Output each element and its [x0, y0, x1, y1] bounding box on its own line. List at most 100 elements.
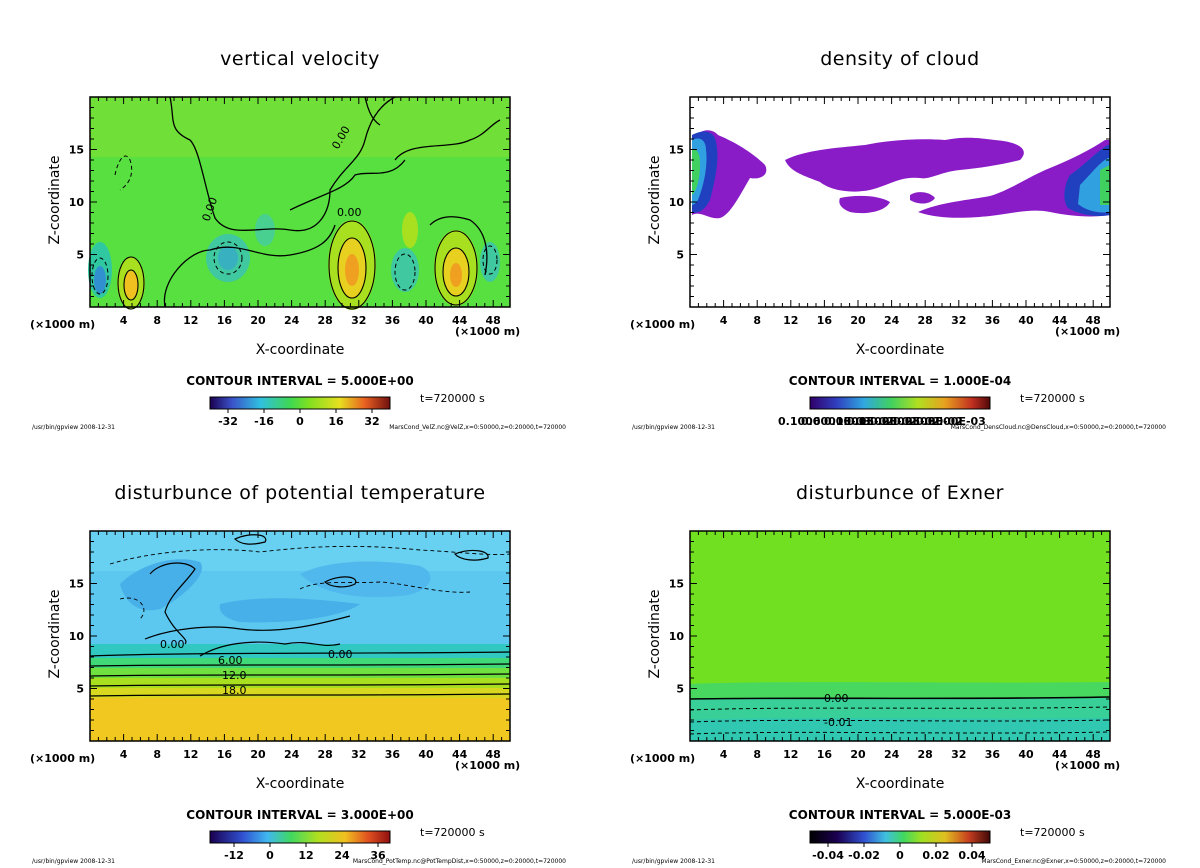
x-unit-left: (×1000 m) — [30, 752, 96, 765]
x-tick-label: 48 — [1086, 314, 1101, 327]
colorbar — [809, 396, 991, 410]
colorbar-tick-label: 0 — [896, 849, 904, 862]
colorbar-tick-label: -16 — [254, 415, 274, 428]
contour-interval: CONTOUR INTERVAL = 1.000E-04 — [788, 374, 1012, 388]
x-tick-label: 28 — [918, 314, 933, 327]
panel-density-of-cloud: 4 8 12 16 20 24 28 32 36 40 44 48 5 10 15 0.1000 0.6000… — [600, 0, 1200, 434]
x-tick-label: 32 — [951, 314, 966, 327]
colorbar-ticks: -32 -16 0 16 32 — [218, 409, 380, 428]
colorbar-tick-label: 0.2500E-02 — [893, 415, 963, 428]
colorbar-tick-label: 32 — [364, 415, 379, 428]
exner-bands — [690, 682, 1110, 741]
x-tick-label: 4 — [120, 748, 128, 761]
x-tick-label: 40 — [1018, 314, 1034, 327]
x-tick-label: 16 — [217, 748, 233, 761]
x-tick-label: 12 — [183, 748, 198, 761]
x-tick-label: 16 — [817, 314, 833, 327]
zero-contours — [163, 96, 501, 308]
x-tick-label: 12 — [183, 314, 198, 327]
colorbar-tick-label: 0.1500E-02 — [847, 415, 917, 428]
footer-right: MarsCond_Exner.nc@Exner,x=0:50000,z=0:20… — [981, 858, 1166, 865]
y-tick-label: 5 — [76, 683, 84, 696]
x-tick-label: 36 — [985, 314, 1001, 327]
x-tick-label: 48 — [1086, 748, 1101, 761]
y-tick-label: 10 — [669, 630, 685, 643]
x-tick-label: 20 — [850, 314, 866, 327]
x-tick-label: 8 — [153, 748, 161, 761]
x-tick-label: 4 — [120, 314, 128, 327]
x-axis-label: X-coordinate — [255, 776, 345, 792]
x-tick-label: 8 — [153, 314, 161, 327]
x-unit-right: (×1000 m) — [1055, 759, 1121, 772]
y-tick-label: 15 — [69, 144, 84, 157]
footer-left: /usr/bin/gpview 2008-12-31 — [632, 858, 715, 865]
footer-left: /usr/bin/gpview 2008-12-31 — [32, 858, 115, 865]
x-tick-label: 28 — [318, 748, 333, 761]
time-label: t=720000 s — [1020, 826, 1085, 839]
x-tick-label: 32 — [951, 748, 966, 761]
contour-label: -0.01 — [824, 716, 852, 729]
contour-label: 12.0 — [222, 669, 247, 682]
x-tick-label: 8 — [753, 748, 761, 761]
y-axis-label: Z-coordinate — [647, 155, 663, 245]
y-tick-label: 10 — [69, 630, 85, 643]
x-axis-label: X-coordinate — [255, 342, 345, 358]
colorbar-tick-label: 0.2000E-02 — [870, 415, 940, 428]
x-tick-label: 20 — [250, 314, 266, 327]
y-axis-label: Z-coordinate — [47, 155, 63, 245]
panel-title: disturbunce of Exner — [795, 482, 1004, 504]
y-tick-label: 5 — [676, 683, 684, 696]
x-tick-label: 44 — [1052, 314, 1068, 327]
x-unit-left: (×1000 m) — [30, 318, 96, 331]
colorbar-tick-label: 0.3000E-03 — [916, 415, 986, 428]
core-contours — [117, 220, 478, 310]
plot-canvas: 0.00 0.00 6.00 12.0 18.0 4 8 12 16 20 24 28 32 3… — [69, 530, 511, 862]
x-tick-label: 16 — [817, 748, 833, 761]
contour-label: 0.00 — [328, 648, 353, 661]
panel-vertical-velocity: 0.00 0.00 0.00 4 8 12 16 20 24 28 32 36 40 44 48 5 10… — [0, 0, 600, 434]
x-tick-label: 4 — [720, 314, 728, 327]
negative-contours — [109, 545, 511, 620]
colorbar-tick-label: -12 — [224, 849, 244, 862]
time-label: t=720000 s — [1020, 392, 1085, 405]
contour-labels: 0.00 0.00 6.00 12.0 18.0 — [160, 638, 353, 697]
y-tick-label: 5 — [676, 249, 684, 262]
x-tick-label: 36 — [385, 314, 401, 327]
panel-title: density of cloud — [820, 48, 980, 70]
contour-interval: CONTOUR INTERVAL = 3.000E+00 — [186, 808, 414, 822]
panel-exner: 0.00 -0.01 4 8 12 16 20 24 28 32 36 40 44 48 5 10 15 -… — [600, 434, 1200, 868]
x-tick-label: 8 — [753, 314, 761, 327]
colorbar-ticks: -0.04 -0.02 0 0.02 0.04 — [812, 843, 986, 862]
contour-labels: 0.00 -0.01 — [824, 692, 852, 729]
x-tick-label: 40 — [418, 748, 434, 761]
x-tick-label: 20 — [850, 748, 866, 761]
x-unit-left: (×1000 m) — [630, 318, 696, 331]
footer-right: MarsCond_DensCloud.nc@DensCloud,x=0:5000… — [950, 424, 1166, 431]
colorbar-tick-label: 0.1000 — [778, 415, 821, 428]
x-tick-label: 32 — [351, 748, 366, 761]
downdraft-cores — [88, 214, 500, 298]
time-label: t=720000 s — [420, 826, 485, 839]
footer-left: /usr/bin/gpview 2008-12-31 — [32, 424, 115, 431]
x-tick-label: 48 — [486, 748, 501, 761]
x-tick-label: 24 — [284, 314, 300, 327]
x-tick-label: 44 — [452, 748, 468, 761]
x-unit-left: (×1000 m) — [630, 752, 696, 765]
y-tick-label: 15 — [69, 578, 84, 591]
x-tick-label: 44 — [1052, 748, 1068, 761]
x-axis-label: X-coordinate — [855, 776, 945, 792]
x-unit-right: (×1000 m) — [1055, 325, 1121, 338]
time-label: t=720000 s — [420, 392, 485, 405]
y-tick-label: 15 — [669, 578, 684, 591]
colorbar-tick-label: 36 — [370, 849, 386, 862]
contour-label: 18.0 — [222, 684, 247, 697]
colorbar — [209, 830, 391, 844]
x-tick-label: 28 — [918, 748, 933, 761]
y-tick-label: 15 — [669, 144, 684, 157]
x-tick-label: 4 — [720, 748, 728, 761]
